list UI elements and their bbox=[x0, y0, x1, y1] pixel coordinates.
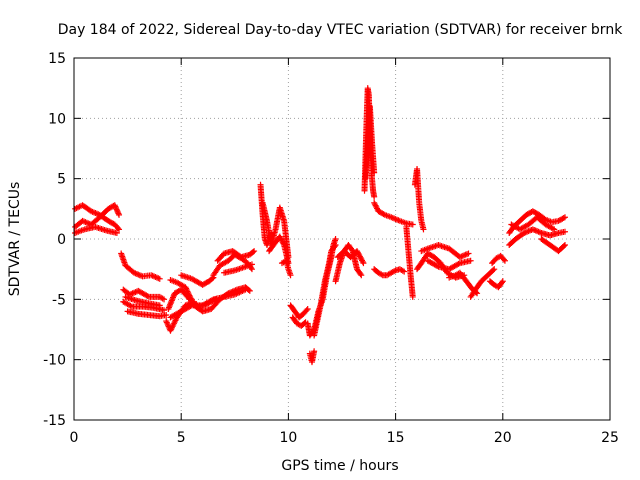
data-point bbox=[187, 295, 194, 302]
y-axis-label: SDTVAR / TECUs bbox=[7, 182, 23, 297]
data-point bbox=[409, 221, 416, 228]
data-point bbox=[156, 275, 163, 282]
data-point bbox=[116, 211, 123, 218]
data-point bbox=[409, 293, 416, 300]
x-tick-label: 0 bbox=[70, 430, 79, 446]
data-point bbox=[332, 242, 339, 249]
axis-ticks-layer: 0 5 10 15 20 25 -15 -10 -5 0 5 10 15 bbox=[43, 51, 619, 446]
grid-layer bbox=[74, 58, 610, 420]
data-point bbox=[185, 289, 192, 296]
data-point bbox=[360, 260, 367, 267]
data-point bbox=[209, 275, 216, 282]
data-point bbox=[161, 296, 168, 303]
data-points-layer bbox=[72, 85, 568, 366]
data-point bbox=[184, 288, 191, 295]
data-point bbox=[490, 267, 497, 274]
data-point bbox=[165, 322, 172, 329]
data-point bbox=[144, 293, 151, 300]
data-point bbox=[189, 298, 196, 305]
data-point bbox=[114, 209, 121, 216]
data-point bbox=[465, 250, 472, 257]
data-point bbox=[498, 279, 505, 286]
data-point bbox=[371, 193, 378, 200]
x-tick-label: 25 bbox=[601, 430, 619, 446]
y-tick-label: 0 bbox=[57, 232, 66, 248]
data-point bbox=[183, 285, 190, 292]
y-tick-label: 5 bbox=[57, 172, 66, 188]
data-point bbox=[112, 203, 119, 210]
data-point bbox=[183, 287, 190, 294]
y-tick-label: -5 bbox=[52, 292, 66, 308]
data-point bbox=[303, 307, 310, 314]
data-point bbox=[115, 210, 122, 217]
data-point bbox=[401, 268, 408, 275]
data-point bbox=[112, 204, 119, 211]
data-point bbox=[500, 256, 507, 263]
data-point bbox=[113, 206, 120, 213]
data-point bbox=[551, 226, 558, 233]
data-point bbox=[246, 287, 253, 294]
data-point bbox=[371, 169, 378, 176]
y-tick-label: -15 bbox=[43, 413, 66, 429]
data-point bbox=[499, 278, 506, 285]
data-point bbox=[248, 261, 255, 268]
data-point bbox=[188, 296, 195, 303]
data-point bbox=[561, 242, 568, 249]
data-point bbox=[311, 348, 318, 355]
chart-title: Day 184 of 2022, Sidereal Day-to-day VTE… bbox=[58, 22, 623, 38]
data-point bbox=[189, 299, 196, 306]
data-point bbox=[420, 226, 427, 233]
data-point bbox=[561, 214, 568, 221]
data-point bbox=[359, 258, 366, 265]
data-point bbox=[455, 260, 462, 267]
data-point bbox=[116, 226, 123, 233]
data-point bbox=[348, 246, 355, 253]
x-tick-label: 20 bbox=[494, 430, 512, 446]
data-point bbox=[163, 312, 170, 319]
x-tick-label: 5 bbox=[177, 430, 186, 446]
data-point bbox=[491, 266, 498, 273]
data-point bbox=[357, 270, 364, 277]
data-point bbox=[467, 257, 474, 264]
data-point bbox=[245, 286, 252, 293]
data-point bbox=[560, 215, 567, 222]
data-point bbox=[111, 202, 118, 209]
data-point bbox=[113, 229, 120, 236]
data-point bbox=[163, 318, 170, 325]
data-point bbox=[380, 211, 387, 218]
data-point bbox=[163, 319, 170, 326]
data-point bbox=[186, 292, 193, 299]
data-point bbox=[560, 243, 567, 250]
data-point bbox=[331, 243, 338, 250]
data-point bbox=[156, 302, 163, 309]
data-point bbox=[251, 248, 258, 255]
y-tick-label: 10 bbox=[48, 111, 66, 127]
x-axis-label: GPS time / hours bbox=[281, 458, 398, 474]
data-point bbox=[434, 262, 441, 269]
data-point bbox=[114, 225, 121, 232]
data-point bbox=[332, 236, 339, 242]
data-point bbox=[358, 272, 365, 279]
data-point bbox=[501, 257, 508, 264]
data-point bbox=[185, 291, 192, 298]
data-point bbox=[209, 297, 216, 304]
x-tick-label: 15 bbox=[387, 430, 405, 446]
data-point bbox=[250, 248, 257, 255]
y-tick-label: 15 bbox=[48, 51, 66, 67]
data-point bbox=[182, 284, 189, 291]
data-point bbox=[114, 207, 121, 214]
data-point bbox=[164, 320, 171, 327]
y-tick-label: -10 bbox=[43, 353, 66, 369]
data-point bbox=[561, 228, 568, 235]
data-point bbox=[187, 294, 194, 301]
data-point bbox=[287, 272, 294, 279]
data-point bbox=[161, 307, 168, 314]
data-point bbox=[304, 305, 311, 312]
x-tick-label: 10 bbox=[279, 430, 297, 446]
